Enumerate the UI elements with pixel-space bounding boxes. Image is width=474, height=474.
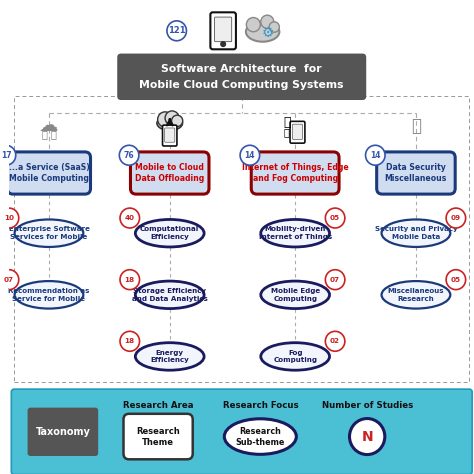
Text: 14: 14 [245, 151, 255, 160]
Ellipse shape [157, 116, 182, 130]
FancyBboxPatch shape [290, 121, 305, 143]
Ellipse shape [382, 219, 450, 247]
Ellipse shape [382, 281, 450, 309]
Circle shape [446, 270, 465, 290]
Circle shape [221, 42, 226, 46]
Circle shape [0, 208, 19, 228]
Text: Research Area: Research Area [123, 401, 193, 410]
Circle shape [269, 22, 279, 32]
Text: 10: 10 [4, 215, 14, 221]
Text: Recommendation as
Service for Mobile: Recommendation as Service for Mobile [8, 288, 90, 301]
Text: Miscellaneous
Research: Miscellaneous Research [388, 288, 444, 301]
FancyBboxPatch shape [124, 414, 193, 459]
Text: 02: 02 [330, 338, 340, 344]
FancyBboxPatch shape [210, 12, 236, 49]
Circle shape [0, 145, 16, 165]
Text: Energy
Efficiency: Energy Efficiency [150, 350, 189, 363]
Ellipse shape [246, 22, 279, 42]
Text: ⚙: ⚙ [262, 26, 274, 40]
FancyBboxPatch shape [377, 152, 455, 194]
Circle shape [446, 208, 465, 228]
Text: Research Focus: Research Focus [222, 401, 298, 410]
Circle shape [158, 112, 173, 127]
FancyBboxPatch shape [8, 152, 91, 194]
Text: Mobility-driven
Internet of Things: Mobility-driven Internet of Things [259, 227, 332, 240]
Text: 📡: 📡 [284, 127, 290, 137]
Circle shape [165, 111, 179, 125]
Ellipse shape [136, 343, 204, 370]
Circle shape [325, 208, 345, 228]
Circle shape [120, 270, 139, 290]
Text: Security and Privacy
Mobile Data: Security and Privacy Mobile Data [374, 227, 457, 240]
FancyBboxPatch shape [11, 389, 472, 474]
Text: Enterprise Software
Services for Mobile: Enterprise Software Services for Mobile [9, 227, 90, 240]
FancyBboxPatch shape [117, 54, 366, 100]
Ellipse shape [15, 219, 83, 247]
Text: Mobile Cloud Computing Systems: Mobile Cloud Computing Systems [139, 80, 344, 90]
Text: Research
Sub-theme: Research Sub-theme [236, 427, 285, 447]
Circle shape [261, 15, 274, 28]
Text: Mobile Edge
Computing: Mobile Edge Computing [271, 288, 320, 301]
Text: 09: 09 [451, 215, 461, 221]
FancyBboxPatch shape [292, 124, 302, 139]
Circle shape [325, 331, 345, 351]
Text: 05: 05 [451, 277, 461, 283]
Text: 18: 18 [125, 277, 135, 283]
Text: 👤: 👤 [41, 129, 47, 139]
Text: Computational
Efficiency: Computational Efficiency [140, 227, 200, 240]
Text: Research
Theme: Research Theme [136, 427, 180, 447]
FancyBboxPatch shape [164, 128, 175, 142]
FancyBboxPatch shape [27, 408, 98, 456]
Ellipse shape [261, 219, 329, 247]
FancyBboxPatch shape [251, 152, 339, 194]
FancyBboxPatch shape [130, 152, 209, 194]
Text: 14: 14 [370, 151, 381, 160]
Circle shape [365, 145, 385, 165]
Ellipse shape [261, 343, 329, 370]
Circle shape [119, 145, 139, 165]
Text: Mobile to Cloud
Data Offloading: Mobile to Cloud Data Offloading [135, 163, 204, 183]
Text: 121: 121 [168, 27, 185, 35]
Text: 🏠: 🏠 [283, 116, 291, 129]
Text: ☁: ☁ [39, 116, 59, 135]
Text: 05: 05 [330, 215, 340, 221]
Text: Internet of Things, Edge
and Fog Computing: Internet of Things, Edge and Fog Computi… [242, 163, 348, 183]
Circle shape [167, 21, 186, 41]
FancyBboxPatch shape [215, 17, 232, 42]
FancyBboxPatch shape [163, 125, 177, 146]
Text: 18: 18 [125, 338, 135, 344]
Text: Fog
Computing: Fog Computing [273, 350, 317, 363]
Text: Software Architecture  for: Software Architecture for [162, 64, 322, 74]
Ellipse shape [224, 419, 296, 454]
Circle shape [349, 419, 385, 455]
Circle shape [172, 115, 183, 127]
Text: 17: 17 [0, 151, 11, 160]
Text: 👤: 👤 [51, 129, 56, 139]
Text: Number of Studies: Number of Studies [321, 401, 413, 410]
Ellipse shape [15, 281, 83, 309]
Circle shape [120, 208, 139, 228]
Text: Storage Efficiency
and Data Analytics: Storage Efficiency and Data Analytics [132, 288, 208, 301]
Text: Taxonomy: Taxonomy [36, 427, 91, 437]
Ellipse shape [136, 281, 204, 309]
Text: Data Security
Miscellaneous: Data Security Miscellaneous [385, 163, 447, 183]
Ellipse shape [136, 219, 204, 247]
Circle shape [120, 331, 139, 351]
Circle shape [0, 270, 19, 290]
Text: 👥: 👥 [411, 117, 421, 135]
Circle shape [325, 270, 345, 290]
Circle shape [240, 145, 260, 165]
Text: 07: 07 [330, 277, 340, 283]
Text: 76: 76 [124, 151, 135, 160]
Ellipse shape [261, 281, 329, 309]
Text: 40: 40 [125, 215, 135, 221]
Circle shape [246, 18, 260, 32]
Text: N: N [361, 429, 373, 444]
Text: 07: 07 [4, 277, 14, 283]
Text: ...a Service (SaaS)
Mobile Computing: ...a Service (SaaS) Mobile Computing [9, 163, 89, 183]
